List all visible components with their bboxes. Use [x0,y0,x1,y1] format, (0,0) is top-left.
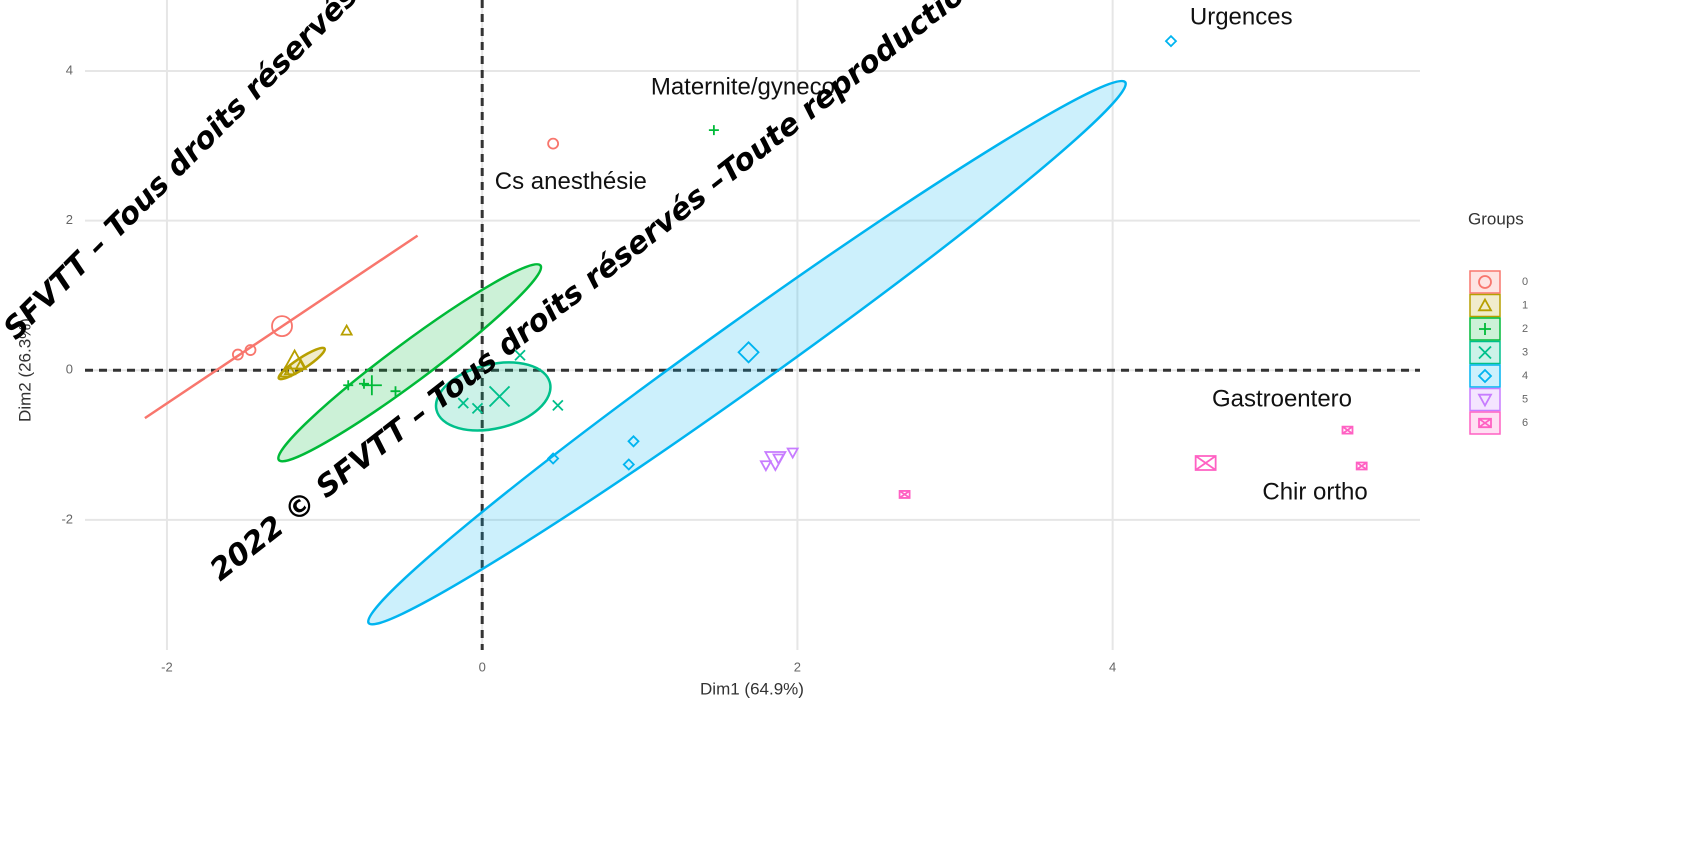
x-axis-label: Dim1 (64.9%) [700,679,804,698]
point [358,378,369,389]
point [514,349,526,361]
legend-symbol [1477,368,1493,384]
legend-symbol [1477,393,1493,408]
point [552,399,564,412]
ellipse [434,361,552,432]
x-tick-label: 4 [1109,659,1116,674]
point [278,365,292,378]
point [390,386,401,397]
legend-label: 3 [1522,346,1528,358]
ellipse [144,234,419,420]
point [622,458,636,471]
annotation: Maternite/gyneco [651,74,835,101]
legend-label: 5 [1522,393,1528,405]
centroid [361,375,382,396]
annotation: Urgences [1190,3,1293,30]
point [898,490,911,499]
legend-key [1469,270,1501,294]
point [708,125,719,136]
y-axis-label: Dim2 (26.3%) [15,318,34,422]
point [627,435,640,448]
centroid [737,341,760,364]
ellipse [366,79,1127,626]
centroid [271,315,293,338]
point [231,348,244,361]
point [471,402,484,415]
point [343,380,354,391]
point [1341,425,1354,435]
point [340,323,354,336]
legend-label: 0 [1522,276,1528,288]
y-tick-label: -2 [61,511,73,526]
legend-label: 1 [1522,299,1528,311]
centroid [1194,455,1217,471]
legend-label: 2 [1522,323,1528,335]
annotation: Cs anesthésie [495,168,647,195]
annotation: Chir ortho [1262,478,1367,505]
point [1355,461,1368,471]
legend-symbol [1478,417,1492,429]
x-tick-label: 2 [794,659,801,674]
legend-symbol [1478,345,1492,360]
y-tick-label: 0 [66,362,73,377]
point [1164,34,1178,48]
legend-symbol [1478,275,1492,289]
centroid [488,385,511,408]
point [457,397,469,409]
point [547,137,560,150]
watermark: SFVTT – Tous droits réservés [0,0,365,347]
point [244,344,257,356]
annotation: Gastroentero [1212,386,1352,413]
point [759,460,773,473]
y-tick-label: 4 [66,62,73,77]
x-tick-label: 0 [479,659,486,674]
legend-label: 4 [1522,370,1528,382]
point [786,447,800,460]
legend-key [1469,387,1501,412]
legend-symbol [1477,297,1493,312]
legend-symbol [1479,323,1491,335]
legend-key [1469,364,1501,388]
legend-key [1469,293,1501,318]
legend-label: 6 [1522,417,1528,429]
centroid [763,451,787,472]
legend-title: Groups [1468,209,1524,228]
point [546,452,560,465]
ellipse [277,263,543,463]
y-tick-label: 2 [66,212,73,227]
x-tick-label: -2 [161,659,173,674]
centroid [283,348,307,370]
